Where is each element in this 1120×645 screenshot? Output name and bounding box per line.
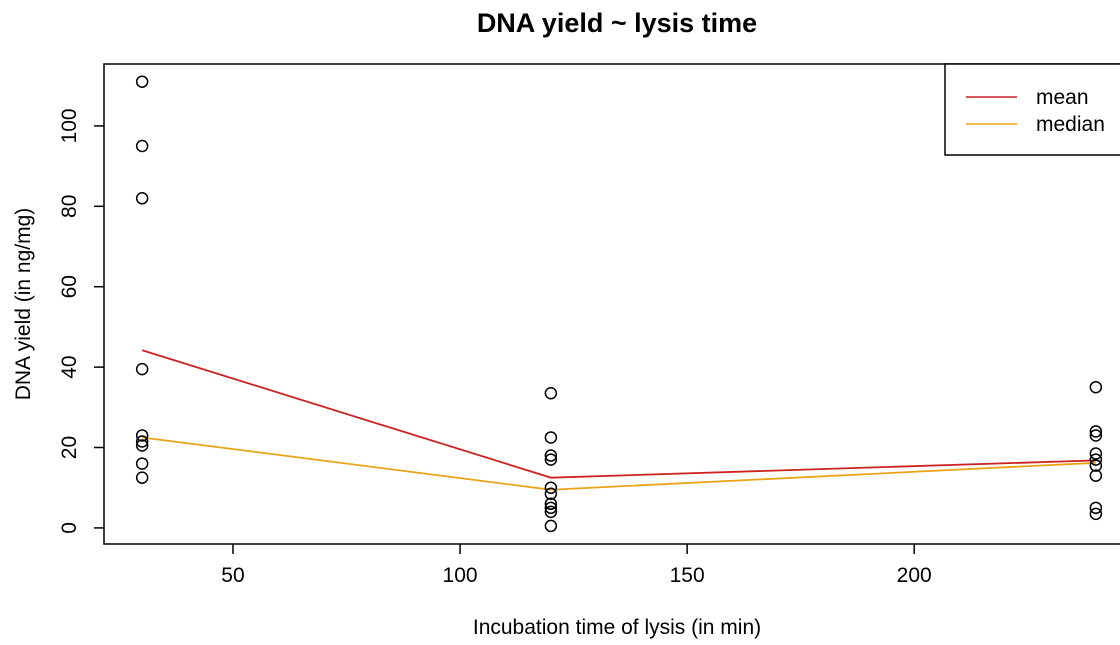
data-point-20 xyxy=(1089,425,1103,438)
x-axis-label: Incubation time of lysis (in min) xyxy=(473,616,761,639)
data-point-16 xyxy=(544,501,558,515)
data-point-5 xyxy=(135,435,149,448)
axis-ticks: 50 100 150 200 0 20 40 60 80 100 xyxy=(58,108,932,587)
data-point-13 xyxy=(544,481,558,494)
data-point-24 xyxy=(1089,459,1103,472)
data-point-6 xyxy=(135,439,149,452)
y-tick-label-100: 100 xyxy=(58,108,81,143)
chart-title: DNA yield ~ lysis time xyxy=(477,8,757,38)
x-tick-label-100: 100 xyxy=(443,564,478,587)
data-point-25 xyxy=(1089,469,1103,482)
y-tick-label-20: 20 xyxy=(58,436,81,459)
data-point-2 xyxy=(135,192,149,205)
y-tick-label-0: 0 xyxy=(58,522,81,534)
legend-box xyxy=(944,63,1120,156)
data-point-9 xyxy=(544,386,558,400)
legend: mean median xyxy=(944,63,1120,156)
data-point-11 xyxy=(544,449,558,462)
data-point-21 xyxy=(1089,429,1103,442)
data-point-19 xyxy=(1089,380,1103,394)
series-line-mean xyxy=(141,349,1096,479)
y-tick-label-40: 40 xyxy=(58,355,81,378)
x-tick-label-50: 50 xyxy=(221,564,244,587)
data-point-8 xyxy=(135,471,149,484)
data-point-27 xyxy=(1089,507,1103,521)
data-point-26 xyxy=(1089,501,1103,515)
data-point-10 xyxy=(544,431,558,444)
legend-label-mean: mean xyxy=(1036,86,1089,109)
data-point-22 xyxy=(1089,447,1103,460)
x-tick-label-200: 200 xyxy=(897,564,932,587)
y-axis-label: DNA yield (in ng/mg) xyxy=(12,208,35,401)
data-point-12 xyxy=(544,453,558,466)
data-point-0 xyxy=(135,75,149,88)
plot-frame xyxy=(103,63,1120,545)
data-points xyxy=(135,75,1103,533)
data-point-14 xyxy=(544,487,558,500)
series-lines xyxy=(141,349,1096,491)
data-point-1 xyxy=(135,139,149,153)
x-tick-label-150: 150 xyxy=(670,564,705,587)
y-tick-label-60: 60 xyxy=(58,275,81,298)
data-point-23 xyxy=(1089,453,1103,466)
data-point-7 xyxy=(135,457,149,470)
data-point-3 xyxy=(135,362,149,376)
data-point-15 xyxy=(544,497,558,511)
legend-label-median: median xyxy=(1036,113,1105,136)
series-line-median xyxy=(142,436,1096,491)
data-point-18 xyxy=(544,519,558,533)
data-point-17 xyxy=(544,505,558,519)
y-tick-label-80: 80 xyxy=(58,195,81,218)
data-point-4 xyxy=(135,429,149,442)
